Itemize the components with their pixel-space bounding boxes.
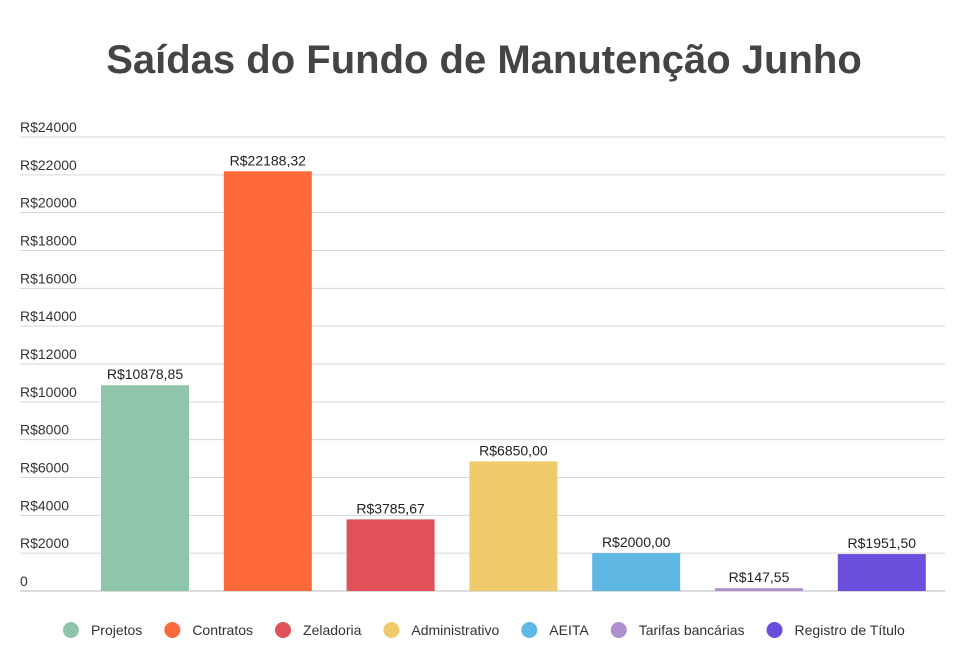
legend-swatch [62,622,79,638]
legend-label: Registro de Título [795,622,905,638]
bar-value-label: R$1951,50 [848,535,917,551]
data-labels: R$10878,85 R$22188,32 R$3785,67 R$6850,00 R$… [107,152,916,585]
y-tick-label: R$8000 [20,422,69,438]
legend-label: Contratos [192,622,253,638]
bar-value-label: R$10878,85 [107,366,184,382]
legend-swatch [766,622,783,638]
y-tick-label: R$16000 [20,270,77,286]
bar [223,171,312,592]
legend-label: Tarifas bancárias [639,622,745,638]
y-tick-label: R$18000 [20,233,77,249]
legend-swatch [383,622,400,638]
bar-value-label: R$3785,67 [356,500,425,516]
y-tick-label: R$6000 [20,460,69,476]
chart-title: Saídas do Fundo de Manutenção Junho [106,38,862,82]
bar-value-label: R$22188,32 [230,152,307,168]
legend-swatch [275,622,292,638]
y-tick-label: R$4000 [20,497,69,513]
y-tick-label: R$20000 [20,195,77,211]
bar [592,553,681,591]
legend-label: Projetos [91,622,142,638]
y-axis-ticks: 0 R$2000 R$4000 R$6000 R$8000 R$10000 R$12000 R… [20,119,77,589]
bar-value-label: R$2000,00 [602,534,671,550]
legend-label: Administrativo [411,622,499,638]
legend: Projetos Contratos Zeladoria Administrativo… [62,622,905,638]
y-tick-label: R$10000 [20,384,77,400]
legend-swatch [521,622,538,638]
y-tick-label: R$24000 [20,119,77,135]
bar-value-label: R$6850,00 [479,442,548,458]
bar [715,588,803,591]
legend-swatch [610,622,627,638]
y-tick-label: R$22000 [20,157,77,173]
bar [837,554,926,591]
legend-label: AEITA [549,622,589,638]
bars [101,171,926,592]
y-tick-label: R$12000 [20,346,77,362]
legend-swatch [164,622,181,638]
bar-value-label: R$147,55 [729,569,790,585]
bar [346,519,435,591]
bar [469,461,558,591]
y-tick-label: 0 [20,573,28,589]
y-tick-label: R$14000 [20,308,77,324]
bar [101,385,189,591]
legend-label: Zeladoria [303,622,362,638]
y-tick-label: R$2000 [20,535,69,551]
